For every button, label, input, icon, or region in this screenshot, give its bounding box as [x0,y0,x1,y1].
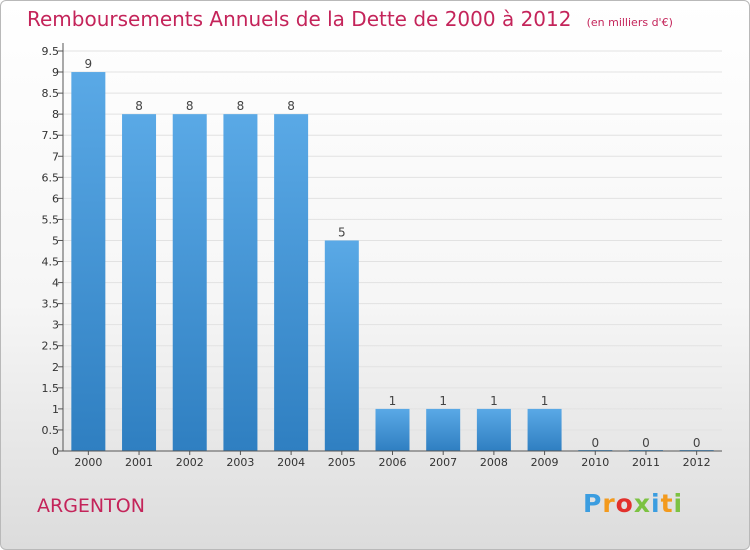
y-tick-label: 0.5 [42,424,60,437]
y-tick-label: 7 [52,150,59,163]
logo-letter: i [651,489,661,518]
logo-letter: r [602,489,616,518]
y-tick-label: 9 [52,66,59,79]
y-tick-label: 4.5 [42,256,60,269]
commune-name: ARGENTON [37,495,145,517]
y-tick-label: 8 [52,108,59,121]
y-tick-label: 2.5 [42,340,60,353]
y-tick-label: 1 [52,403,59,416]
y-tick-label: 9.5 [42,45,60,58]
x-tick-label-2011: 2011 [632,456,660,469]
logo-letter: P [583,489,603,518]
data-label-2004: 8 [287,99,295,113]
data-label-2002: 8 [186,99,194,113]
y-tick-label: 0 [52,445,59,458]
bar-2006 [375,408,410,451]
bar-2009 [527,408,562,451]
x-tick-label-2012: 2012 [683,456,711,469]
y-tick-label: 7.5 [42,129,60,142]
bar-2001 [122,114,157,451]
data-label-2008: 1 [490,394,498,408]
y-tick-label: 5 [52,234,59,247]
logo-letter: o [615,489,634,518]
bar-2000 [71,72,106,451]
proxiti-logo: Proxiti [583,489,683,518]
x-tick-label-2007: 2007 [429,456,457,469]
data-label-2011: 0 [642,436,650,450]
data-label-2007: 1 [439,394,447,408]
y-tick-label: 1.5 [42,382,60,395]
bar-2007 [426,408,461,451]
y-tick-label: 2 [52,361,59,374]
chart-unit-note: (en milliers d'€) [586,16,673,29]
data-label-2012: 0 [693,436,701,450]
data-label-2006: 1 [389,394,397,408]
y-tick-label: 6.5 [42,171,60,184]
logo-letter: x [633,489,651,518]
x-tick-label-2005: 2005 [328,456,356,469]
x-tick-label-2006: 2006 [379,456,407,469]
data-label-2010: 0 [591,436,599,450]
bar-2008 [476,408,511,451]
y-tick-label: 6 [52,192,59,205]
y-tick-label: 3 [52,319,59,332]
y-tick-label: 5.5 [42,213,60,226]
bar-2004 [274,114,309,451]
chart-title: Remboursements Annuels de la Dette de 20… [27,7,572,31]
bar-2005 [324,240,359,451]
x-tick-label-2010: 2010 [581,456,609,469]
y-tick-label: 8.5 [42,87,60,100]
bar-2003 [223,114,258,451]
data-label-2005: 5 [338,225,346,239]
y-tick-label: 3.5 [42,298,60,311]
logo-letter: t [660,489,674,518]
data-label-2009: 1 [541,394,549,408]
y-tick-label: 4 [52,277,59,290]
data-label-2003: 8 [237,99,245,113]
x-tick-label-2000: 2000 [74,456,102,469]
x-tick-label-2003: 2003 [226,456,254,469]
x-tick-label-2009: 2009 [531,456,559,469]
x-tick-label-2008: 2008 [480,456,508,469]
x-tick-label-2004: 2004 [277,456,305,469]
x-tick-label-2002: 2002 [176,456,204,469]
x-tick-label-2001: 2001 [125,456,153,469]
data-label-2000: 9 [85,57,93,71]
chart-title-block: Remboursements Annuels de la Dette de 20… [27,7,673,31]
data-label-2001: 8 [135,99,143,113]
logo-letter: i [673,489,684,518]
bar-2002 [172,114,207,451]
